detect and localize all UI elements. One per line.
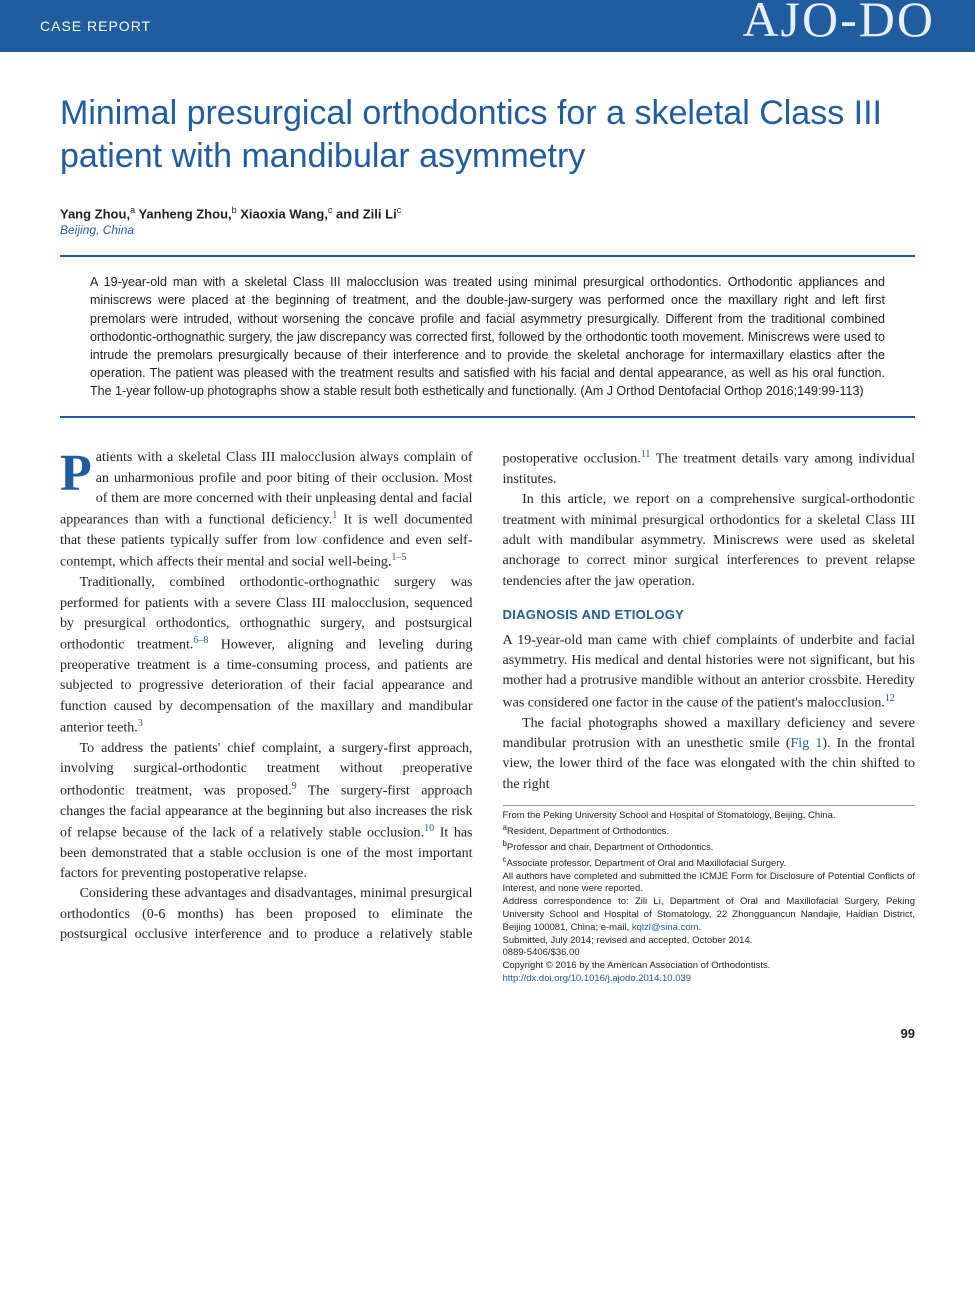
ref-6-8[interactable]: 6–8 <box>193 635 208 646</box>
fn-addr-end: . <box>699 922 702 933</box>
fn-copyright: Copyright © 2016 by the American Associa… <box>503 960 916 973</box>
fn-b: bProfessor and chair, Department of Orth… <box>503 839 916 855</box>
ref-1-5[interactable]: 1–5 <box>391 552 406 563</box>
paragraph-1: Patients with a skeletal Class III maloc… <box>60 448 473 573</box>
fn-c: cAssociate professor, Department of Oral… <box>503 855 916 871</box>
authors-line: Yang Zhou,a Yanheng Zhou,b Xiaoxia Wang,… <box>60 205 915 221</box>
ref-10[interactable]: 10 <box>424 823 434 834</box>
journal-logo: AJO-DO <box>742 0 935 48</box>
fn-from: From the Peking University School and Ho… <box>503 810 916 823</box>
fn-correspondence: Address correspondence to: Zili Li, Depa… <box>503 896 916 934</box>
header-band: CASE REPORT AJO-DO <box>0 0 975 52</box>
fn-b-text: Professor and chair, Department of Ortho… <box>507 842 713 853</box>
article-title: Minimal presurgical orthodontics for a s… <box>60 92 915 177</box>
fn-issn: 0889-5406/$36.00 <box>503 947 916 960</box>
fn-a-text: Resident, Department of Orthodontics. <box>507 826 669 837</box>
location: Beijing, China <box>60 223 915 237</box>
abstract-box: A 19-year-old man with a skeletal Class … <box>60 255 915 418</box>
paragraph-3: To address the patients' chief complaint… <box>60 739 473 884</box>
d1-text: A 19-year-old man came with chief compla… <box>503 633 916 711</box>
page-number: 99 <box>0 1016 975 1061</box>
ref-12[interactable]: 12 <box>885 693 895 704</box>
fn-submitted: Submitted, July 2014; revised and accept… <box>503 935 916 948</box>
fn-doi: http://dx.doi.org/10.1016/j.ajodo.2014.1… <box>503 973 916 986</box>
ref-11[interactable]: 11 <box>641 449 651 460</box>
ref-3[interactable]: 3 <box>138 718 143 729</box>
fn-c-text: Associate professor, Department of Oral … <box>506 858 786 869</box>
paragraph-5: In this article, we report on a comprehe… <box>503 490 916 591</box>
fn-a: aResident, Department of Orthodontics. <box>503 823 916 839</box>
doi-link[interactable]: http://dx.doi.org/10.1016/j.ajodo.2014.1… <box>503 973 692 984</box>
diagnosis-heading: DIAGNOSIS AND ETIOLOGY <box>503 606 916 625</box>
email-link[interactable]: kqlzl@sina.com <box>632 922 699 933</box>
fn-disclosure: All authors have completed and submitted… <box>503 871 916 897</box>
body-columns: Patients with a skeletal Class III maloc… <box>60 448 915 986</box>
abstract-text: A 19-year-old man with a skeletal Class … <box>90 273 885 400</box>
content: Minimal presurgical orthodontics for a s… <box>0 52 975 1016</box>
footnotes: From the Peking University School and Ho… <box>503 805 916 986</box>
drop-cap: P <box>60 448 96 496</box>
fig-1-ref[interactable]: Fig 1 <box>791 736 823 751</box>
case-report-label: CASE REPORT <box>40 18 151 34</box>
paragraph-2: Traditionally, combined orthodontic-orth… <box>60 573 473 739</box>
diagnosis-p1: A 19-year-old man came with chief compla… <box>503 631 916 714</box>
fn-addr: Address correspondence to: Zili Li, Depa… <box>503 896 916 933</box>
diagnosis-p2: The facial photographs showed a maxillar… <box>503 714 916 795</box>
